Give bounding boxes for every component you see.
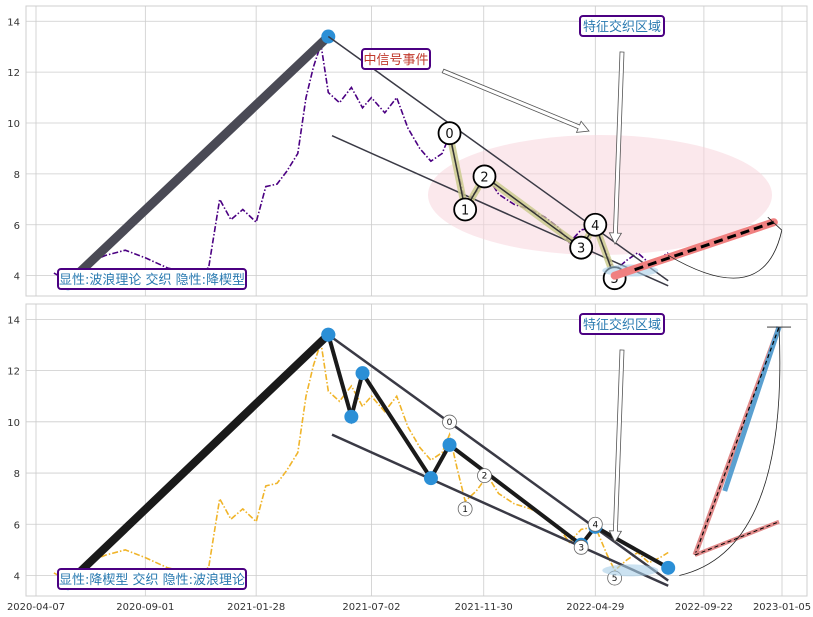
price-line	[53, 43, 669, 282]
wave-label-2-circle	[477, 468, 492, 484]
pivot-marker	[355, 366, 370, 381]
pivot-marker	[661, 560, 676, 575]
wave-label-5: 5	[612, 574, 618, 584]
y-tick-label: 6	[14, 221, 20, 232]
wave-label-0: 0	[447, 418, 453, 428]
proj-steep-blue	[722, 326, 782, 492]
x-tick-label: 2021-11-30	[455, 602, 513, 613]
y-tick-label: 12	[7, 68, 20, 79]
pivot-marker	[442, 437, 457, 452]
callout-arrow	[441, 68, 590, 133]
x-tick-label: 2020-09-01	[116, 602, 174, 613]
x-tick-label: 2021-07-02	[342, 602, 400, 613]
proj-flat-dash	[694, 521, 780, 556]
wave-label-4-circle	[583, 212, 608, 237]
callout-event-box	[361, 48, 431, 70]
callout-zone-bottom-box	[579, 313, 665, 335]
y-tick-label: 4	[14, 572, 20, 583]
zone-glow	[602, 564, 659, 577]
y-tick-label: 8	[14, 170, 20, 181]
highlight-ellipse	[428, 135, 772, 255]
wave-label-0-circle	[442, 414, 457, 430]
y-tick-label: 10	[7, 418, 20, 429]
wave-label-5: 5	[611, 272, 619, 287]
y-tick-label: 4	[14, 272, 20, 283]
wave-label-3-circle	[569, 235, 594, 260]
y-tick-label: 6	[14, 520, 20, 531]
projection-tick	[767, 216, 783, 231]
zone-arrow	[608, 51, 625, 245]
wedge-upper	[327, 333, 669, 582]
wave-label-1-circle	[457, 501, 473, 517]
impulse-line	[63, 330, 333, 588]
wave-label-0: 0	[445, 127, 453, 142]
proj-arc	[679, 327, 781, 576]
wave-label-2-circle	[472, 164, 497, 189]
x-tick-label: 2023-01-05	[753, 602, 811, 613]
x-tick-label: 2022-09-22	[675, 602, 733, 613]
wave-label-4-circle	[587, 516, 603, 532]
wave-label-4: 4	[591, 219, 599, 234]
projection-dash	[634, 220, 775, 272]
zone-arrow-bottom	[608, 349, 625, 543]
proj-steep-dash	[694, 326, 780, 556]
wave-label-1: 1	[462, 505, 468, 515]
callout-event-label: 中信号事件	[363, 53, 428, 68]
wedge-upper	[327, 35, 669, 282]
pivot-marker	[423, 471, 438, 486]
wave-label-2: 2	[480, 170, 488, 185]
wave-label-3: 3	[578, 543, 584, 553]
wave-label-4: 4	[592, 520, 598, 530]
plot-area	[25, 303, 808, 597]
y-tick-label: 10	[7, 119, 20, 130]
legend-box	[57, 268, 247, 290]
callout-zone-bottom-label: 特征交织区域	[583, 317, 661, 333]
y-tick-label: 14	[7, 315, 20, 326]
wave-label-1-circle	[453, 197, 478, 222]
wedge-lower	[331, 135, 669, 287]
pivot-marker	[321, 327, 336, 342]
pivot-marker	[344, 409, 359, 424]
y-tick-label: 8	[14, 469, 20, 480]
projection-arc	[668, 230, 783, 279]
callout-zone-box	[579, 15, 665, 37]
wave-label-2: 2	[482, 472, 488, 482]
x-tick-label: 2022-04-29	[566, 602, 624, 613]
legend-label: 显性:降楔型 交织 隐性:波浪理论	[59, 572, 245, 588]
wave-label-3: 3	[577, 242, 585, 257]
price-line	[53, 342, 669, 582]
callout-zone-label: 特征交织区域	[583, 19, 661, 35]
wave-label-0-circle	[437, 121, 462, 146]
wave-label-3-circle	[573, 539, 589, 555]
impulse-line	[63, 32, 333, 288]
y-tick-label: 14	[7, 17, 20, 28]
legend-label: 显性:波浪理论 交织 隐性:降楔型	[59, 272, 245, 288]
legend-box	[57, 568, 247, 590]
wave-label-1: 1	[461, 204, 469, 219]
x-tick-label: 2020-04-07	[7, 602, 65, 613]
x-tick-label: 2021-01-28	[227, 602, 285, 613]
wedge-lower	[331, 433, 669, 587]
y-tick-label: 12	[7, 367, 20, 378]
